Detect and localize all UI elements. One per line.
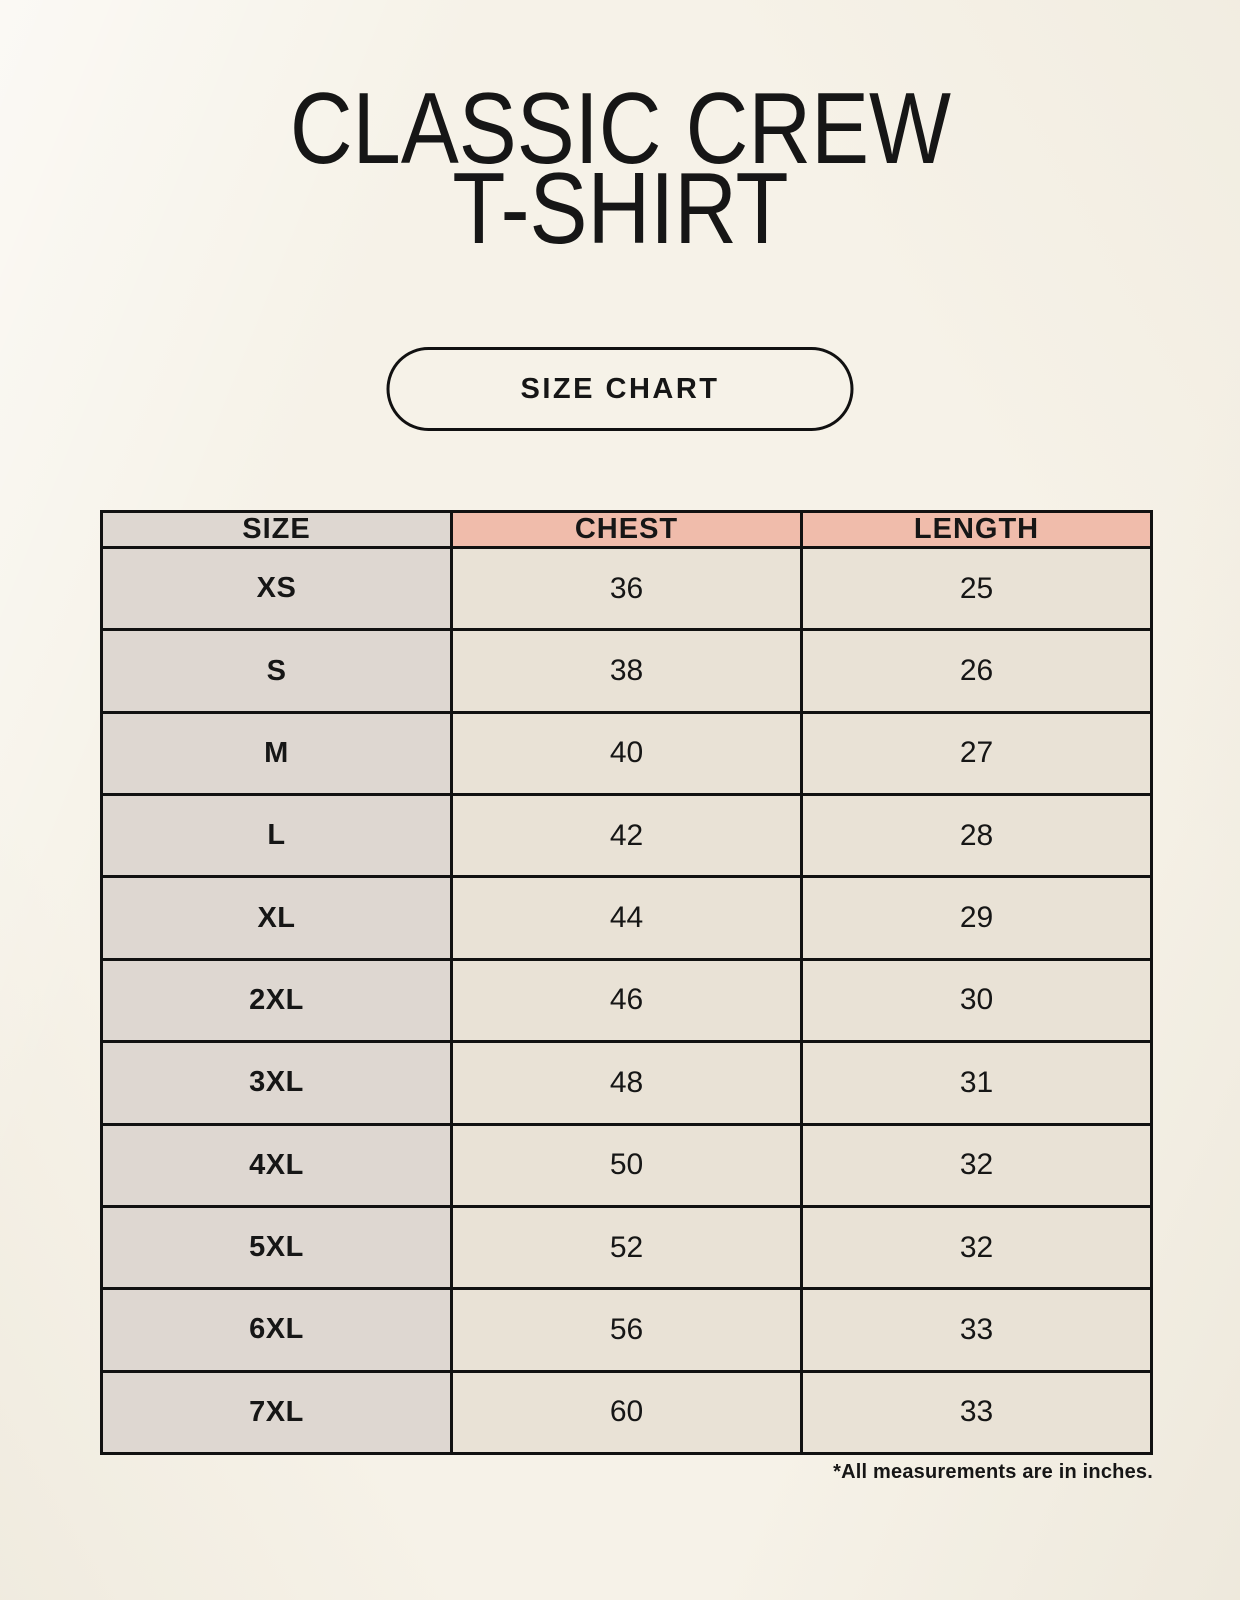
page-title: CLASSIC CREW T-SHIRT <box>0 73 1240 265</box>
chest-cell: 44 <box>450 875 803 961</box>
chest-cell: 60 <box>450 1369 803 1456</box>
column-header-chest: CHEST <box>450 510 803 549</box>
table-body: XS 36 25 S 38 26 M 40 27 L 42 28 XL 44 29 2XL 46 30 3XL 48 3… <box>100 545 1153 1456</box>
table-row: S 38 26 <box>100 628 1153 714</box>
chest-cell: 36 <box>450 545 803 632</box>
chest-cell: 50 <box>450 1122 803 1208</box>
title-line-1: CLASSIC CREW <box>289 73 951 185</box>
chest-cell: 48 <box>450 1040 803 1126</box>
table-row: XS 36 25 <box>100 545 1153 632</box>
table-row: 2XL 46 30 <box>100 957 1153 1044</box>
size-cell: XL <box>100 875 453 961</box>
size-cell: XS <box>100 545 453 632</box>
length-cell: 33 <box>800 1287 1153 1373</box>
table-header-row: SIZE CHEST LENGTH <box>100 510 1153 549</box>
length-cell: 32 <box>800 1204 1153 1291</box>
table-row: M 40 27 <box>100 710 1153 797</box>
table-row: 6XL 56 33 <box>100 1287 1153 1373</box>
table-row: XL 44 29 <box>100 875 1153 961</box>
chest-cell: 52 <box>450 1204 803 1291</box>
length-cell: 27 <box>800 710 1153 797</box>
size-cell: 3XL <box>100 1040 453 1126</box>
chest-cell: 42 <box>450 793 803 879</box>
column-header-length: LENGTH <box>800 510 1153 549</box>
chest-cell: 38 <box>450 628 803 714</box>
size-chart-button-label: SIZE CHART <box>520 372 720 405</box>
table-row: 7XL 60 33 <box>100 1369 1153 1456</box>
length-cell: 31 <box>800 1040 1153 1126</box>
size-chart-table: SIZE CHEST LENGTH XS 36 25 S 38 26 M 40 27 L 42 28 X… <box>100 510 1153 1456</box>
size-cell: 6XL <box>100 1287 453 1373</box>
table-row: L 42 28 <box>100 793 1153 879</box>
table-row: 3XL 48 31 <box>100 1040 1153 1126</box>
size-cell: 5XL <box>100 1204 453 1291</box>
size-cell: 7XL <box>100 1369 453 1456</box>
size-cell: 2XL <box>100 957 453 1044</box>
size-cell: S <box>100 628 453 714</box>
chest-cell: 46 <box>450 957 803 1044</box>
page-title-text: CLASSIC CREW T-SHIRT <box>289 73 951 265</box>
size-cell: 4XL <box>100 1122 453 1208</box>
table-header: SIZE CHEST LENGTH <box>100 510 1153 549</box>
table-row: 5XL 52 32 <box>100 1204 1153 1291</box>
size-chart-button[interactable]: SIZE CHART <box>386 347 854 431</box>
size-cell: M <box>100 710 453 797</box>
measurements-footnote: *All measurements are in inches. <box>833 1461 1153 1483</box>
length-cell: 30 <box>800 957 1153 1044</box>
table-row: 4XL 50 32 <box>100 1122 1153 1208</box>
length-cell: 29 <box>800 875 1153 961</box>
chest-cell: 40 <box>450 710 803 797</box>
size-cell: L <box>100 793 453 879</box>
length-cell: 25 <box>800 545 1153 632</box>
length-cell: 28 <box>800 793 1153 879</box>
length-cell: 26 <box>800 628 1153 714</box>
title-line-2: T-SHIRT <box>451 152 789 265</box>
chest-cell: 56 <box>450 1287 803 1373</box>
length-cell: 33 <box>800 1369 1153 1456</box>
length-cell: 32 <box>800 1122 1153 1208</box>
column-header-size: SIZE <box>100 510 453 549</box>
